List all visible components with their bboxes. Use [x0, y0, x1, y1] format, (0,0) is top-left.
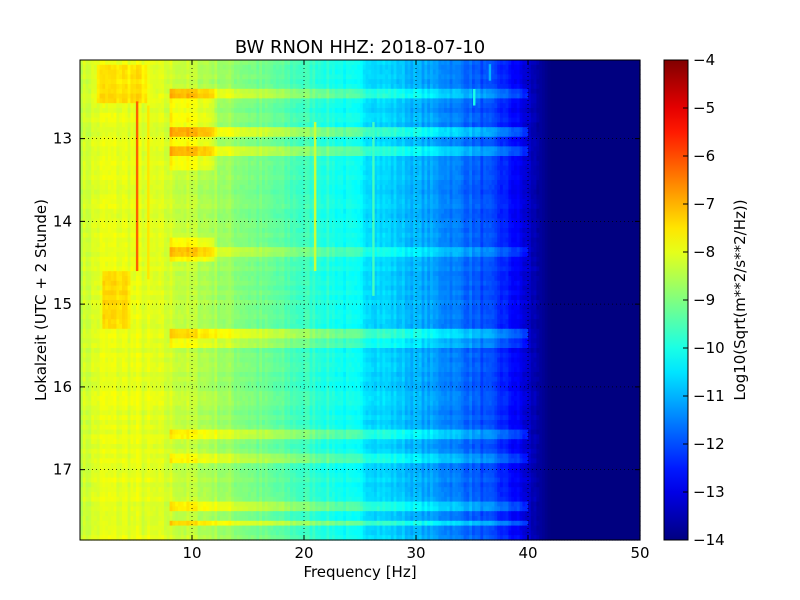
chart-title: BW RNON HHZ: 2018-07-10 [235, 37, 485, 58]
plot-area [80, 60, 641, 541]
heatmap-cells [80, 60, 641, 541]
